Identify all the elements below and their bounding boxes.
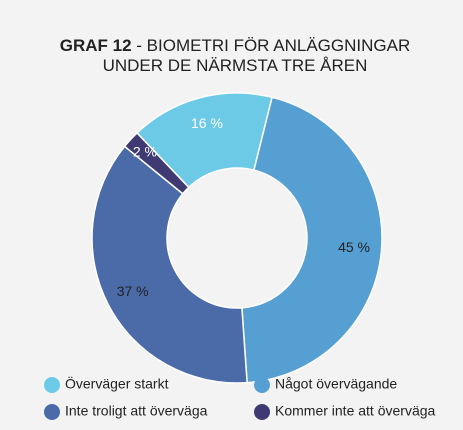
legend-label: Överväger starkt [65,375,169,392]
legend-swatch [254,404,270,420]
slice [123,131,190,195]
legend-label: Kommer inte att överväga [275,403,436,419]
legend-swatch [44,404,60,420]
value-label: 2 % [133,143,157,159]
title-text: - BIOMETRI FÖR ANLÄGGNINGAR UNDER DE NÄR… [102,36,411,75]
value-label: 16 % [191,115,223,131]
slice [91,145,248,384]
slice [241,96,383,384]
legend-swatch [44,377,60,393]
value-label: 37 % [117,283,149,299]
legend-swatch [254,377,270,393]
legend-label: Något övervägande [275,376,397,392]
value-label: 45 % [338,239,370,255]
chart-title: GRAF 12 - BIOMETRI FÖR ANLÄGGNINGAR UNDE… [30,36,440,76]
title-bold: GRAF 12 [59,36,132,55]
legend-label: Inte troligt att överväga [65,403,208,419]
